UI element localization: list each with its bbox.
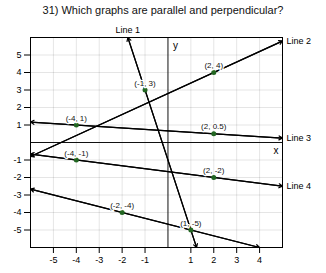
svg-text:-2: -2 <box>13 172 21 182</box>
svg-text:Line 3: Line 3 <box>287 133 312 143</box>
svg-text:x: x <box>274 145 279 156</box>
svg-text:Line 2: Line 2 <box>287 36 312 46</box>
svg-text:(2, 4): (2, 4) <box>204 61 223 70</box>
svg-text:-5: -5 <box>13 225 21 235</box>
html-text:31) Which graphs are parallel: 31) Which graphs are parallel and perpen… <box>42 4 284 16</box>
svg-text:-2: -2 <box>118 255 126 265</box>
svg-text:(-4, 1): (-4, 1) <box>66 114 88 123</box>
svg-text:2: 2 <box>16 102 21 112</box>
svg-text:2: 2 <box>211 255 216 265</box>
svg-text:Line 1: Line 1 <box>116 25 141 35</box>
svg-text:-4: -4 <box>13 207 21 217</box>
svg-text:(1, -5): (1, -5) <box>180 219 202 228</box>
svg-text:4: 4 <box>257 255 262 265</box>
svg-text:3: 3 <box>234 255 239 265</box>
svg-text:(2, 0.5): (2, 0.5) <box>201 122 227 131</box>
svg-text:(-1, 3): (-1, 3) <box>134 79 156 88</box>
svg-text:-5: -5 <box>49 255 57 265</box>
svg-text:5: 5 <box>16 50 21 60</box>
svg-text:Line 4: Line 4 <box>287 181 312 191</box>
svg-text:-1: -1 <box>141 255 149 265</box>
svg-text:(-2, -4): (-2, -4) <box>110 201 134 210</box>
svg-text:-4: -4 <box>72 255 80 265</box>
svg-text:-1: -1 <box>13 155 21 165</box>
svg-text:-3: -3 <box>95 255 103 265</box>
svg-text:4: 4 <box>16 67 21 77</box>
svg-text:y: y <box>173 40 178 51</box>
svg-text:(-4, -1): (-4, -1) <box>64 149 88 158</box>
svg-text:1: 1 <box>16 120 21 130</box>
svg-text:3: 3 <box>16 85 21 95</box>
svg-text:(2, -2): (2, -2) <box>203 166 225 175</box>
svg-text:1: 1 <box>188 255 193 265</box>
svg-text:-3: -3 <box>13 190 21 200</box>
